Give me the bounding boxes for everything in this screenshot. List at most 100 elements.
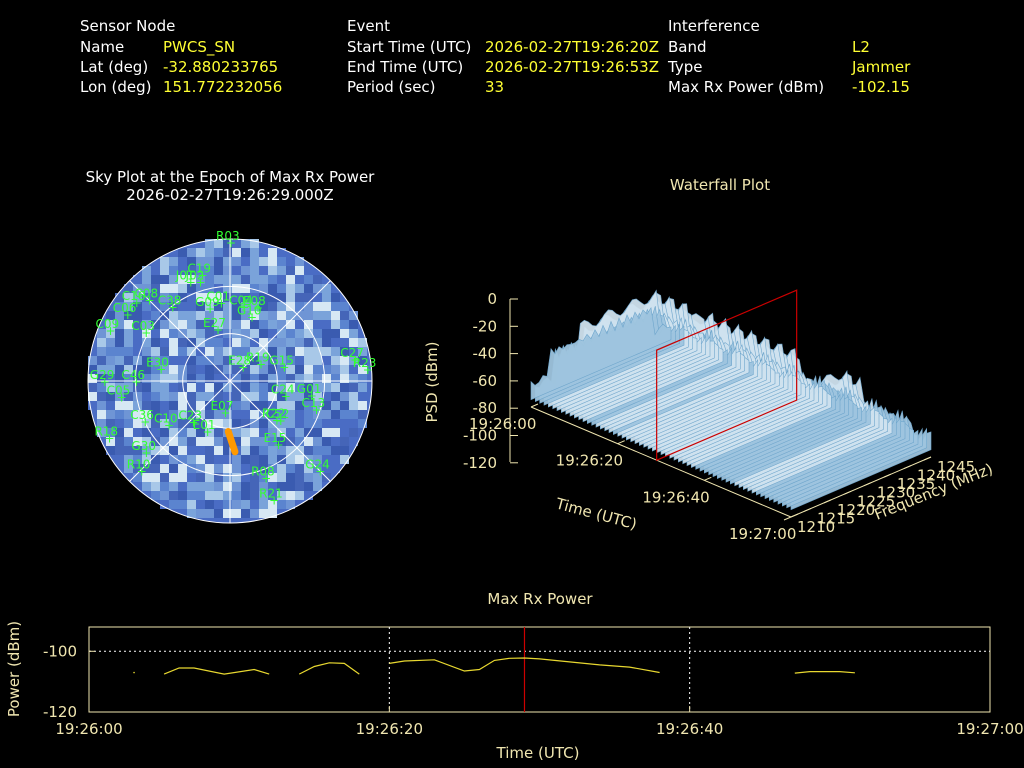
sky-cell [133, 320, 142, 329]
sky-cell [223, 284, 232, 293]
sky-cell [223, 257, 232, 266]
sky-cell [286, 500, 295, 509]
sky-cell [214, 410, 223, 419]
sky-cell [286, 293, 295, 302]
sky-cell [295, 392, 304, 401]
satellite-marker: + [226, 236, 236, 250]
sky-cell [295, 491, 304, 500]
sky-cell [331, 356, 340, 365]
sky-cell [223, 248, 232, 257]
sky-cell [97, 410, 106, 419]
event-period-label: Period (sec) [347, 78, 436, 96]
sky-cell [151, 365, 160, 374]
sky-cell [259, 266, 268, 275]
sky-cell [232, 410, 241, 419]
satellite-marker: + [307, 389, 317, 403]
sky-cell [169, 482, 178, 491]
sky-cell [304, 320, 313, 329]
sky-cell [196, 491, 205, 500]
sky-cell [259, 347, 268, 356]
sky-cell [178, 500, 187, 509]
sky-cell [124, 284, 133, 293]
freq-tick [823, 499, 832, 504]
freq-tick [803, 507, 812, 512]
sky-cell [259, 248, 268, 257]
sky-cell [223, 392, 232, 401]
sky-cell [115, 338, 124, 347]
sky-cell [340, 347, 349, 356]
sky-cell [196, 311, 205, 320]
sky-cell [250, 500, 259, 509]
sky-cell [277, 491, 286, 500]
sky-cell [178, 347, 187, 356]
sky-cell [268, 500, 277, 509]
sky-cell [169, 500, 178, 509]
satellite-label: C23 [178, 408, 202, 422]
freq-tick-label: 1240 [917, 467, 955, 485]
sky-cell [115, 437, 124, 446]
satellite-label: E07 [211, 399, 234, 413]
sky-cell [286, 356, 295, 365]
sky-cell [259, 428, 268, 437]
sky-cell [358, 374, 367, 383]
sky-cell [205, 482, 214, 491]
sky-cell [223, 293, 232, 302]
sky-cell [232, 257, 241, 266]
sky-cell [250, 338, 259, 347]
satellite-label: E28 [228, 353, 251, 367]
sky-cell [277, 419, 286, 428]
sky-cell [241, 257, 250, 266]
sky-cell [214, 257, 223, 266]
sky-cell [106, 446, 115, 455]
sky-cell [169, 284, 178, 293]
sky-cell [241, 365, 250, 374]
time-axis-line [530, 406, 792, 518]
sky-cell [250, 239, 259, 248]
sky-cell [259, 275, 268, 284]
sky-cell [97, 329, 106, 338]
satellite-label: G10 [237, 303, 262, 317]
satellite-label: R19 [246, 351, 270, 365]
sky-cell [223, 347, 232, 356]
sky-cell [124, 311, 133, 320]
sky-cell [295, 329, 304, 338]
satellite-marker: + [137, 464, 147, 478]
sky-cell [331, 437, 340, 446]
sky-cell [340, 365, 349, 374]
sky-cell [277, 482, 286, 491]
sky-cell [106, 437, 115, 446]
sky-cell [322, 392, 331, 401]
sky-cell [295, 365, 304, 374]
sky-cell [286, 383, 295, 392]
sky-cell [232, 464, 241, 473]
sky-cell [142, 401, 151, 410]
sky-cell [232, 473, 241, 482]
sky-cell [169, 266, 178, 275]
sky-cell [187, 473, 196, 482]
sky-cell [331, 311, 340, 320]
sky-cell [151, 266, 160, 275]
sky-cell [349, 383, 358, 392]
sky-cell [169, 329, 178, 338]
sky-cell [214, 392, 223, 401]
sky-cell [286, 365, 295, 374]
sky-cell [241, 410, 250, 419]
sky-cell [115, 329, 124, 338]
time-tick [617, 440, 625, 445]
z-axis [509, 298, 518, 464]
sky-cell [97, 383, 106, 392]
sky-cell [232, 419, 241, 428]
satellite-marker: + [256, 358, 266, 372]
sky-cell [322, 446, 331, 455]
sky-cell [133, 410, 142, 419]
z-axis-label: PSD (dBm) [423, 341, 441, 422]
azimuth-line [129, 380, 231, 482]
sky-cell [295, 356, 304, 365]
sky-cell [124, 383, 133, 392]
sky-cell [268, 464, 277, 473]
sky-cell [322, 356, 331, 365]
power-x-tick-label: 19:26:40 [656, 720, 723, 738]
sky-cell [133, 401, 142, 410]
sky-cell [88, 365, 97, 374]
